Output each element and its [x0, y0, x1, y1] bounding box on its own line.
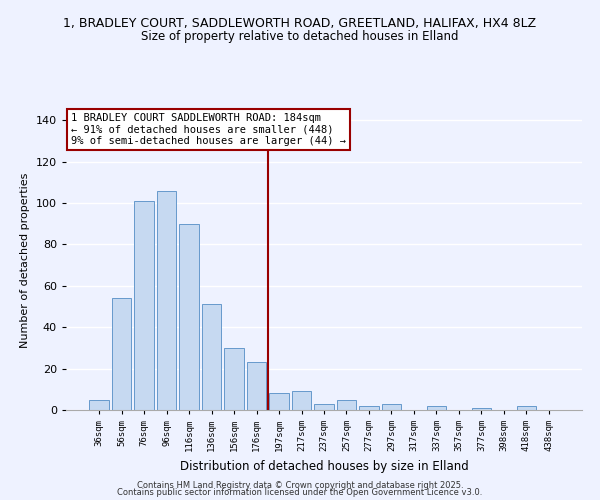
- Bar: [314, 404, 334, 410]
- Text: Contains HM Land Registry data © Crown copyright and database right 2025.: Contains HM Land Registry data © Crown c…: [137, 480, 463, 490]
- Bar: [427, 406, 446, 410]
- Bar: [157, 190, 176, 410]
- Text: 1 BRADLEY COURT SADDLEWORTH ROAD: 184sqm
← 91% of detached houses are smaller (4: 1 BRADLEY COURT SADDLEWORTH ROAD: 184sqm…: [71, 113, 346, 146]
- Y-axis label: Number of detached properties: Number of detached properties: [20, 172, 30, 348]
- Text: Size of property relative to detached houses in Elland: Size of property relative to detached ho…: [141, 30, 459, 43]
- Text: 1, BRADLEY COURT, SADDLEWORTH ROAD, GREETLAND, HALIFAX, HX4 8LZ: 1, BRADLEY COURT, SADDLEWORTH ROAD, GREE…: [64, 18, 536, 30]
- Bar: [247, 362, 266, 410]
- X-axis label: Distribution of detached houses by size in Elland: Distribution of detached houses by size …: [179, 460, 469, 472]
- Bar: [179, 224, 199, 410]
- Bar: [202, 304, 221, 410]
- Bar: [382, 404, 401, 410]
- Bar: [472, 408, 491, 410]
- Bar: [89, 400, 109, 410]
- Bar: [517, 406, 536, 410]
- Text: Contains public sector information licensed under the Open Government Licence v3: Contains public sector information licen…: [118, 488, 482, 497]
- Bar: [359, 406, 379, 410]
- Bar: [224, 348, 244, 410]
- Bar: [269, 394, 289, 410]
- Bar: [292, 392, 311, 410]
- Bar: [337, 400, 356, 410]
- Bar: [134, 201, 154, 410]
- Bar: [112, 298, 131, 410]
